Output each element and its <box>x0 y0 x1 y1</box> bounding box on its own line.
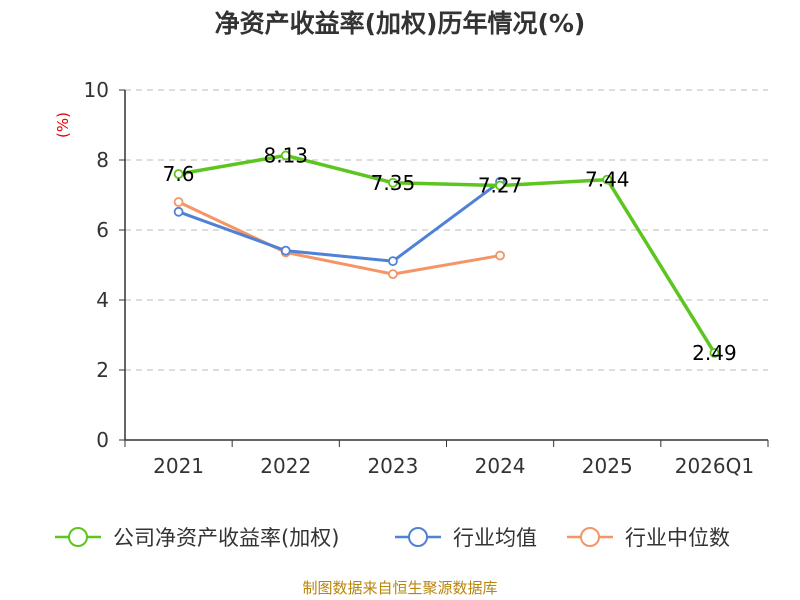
series-line <box>178 153 716 354</box>
legend: 公司净资产收益率(加权) 行业均值 行业中位数 <box>55 526 730 550</box>
data-label: 8.13 <box>263 143 308 167</box>
x-tick-label: 2024 <box>475 454 526 478</box>
legend-label: 行业均值 <box>453 526 537 550</box>
x-tick-label: 2021 <box>153 454 204 478</box>
axes: 0 2 4 6 8 10 2021 2022 2023 2024 2025 2026Q1 <box>84 78 769 478</box>
legend-label: 行业中位数 <box>625 526 730 550</box>
data-point <box>495 180 505 191</box>
data-point <box>280 150 291 161</box>
x-tick-label: 2023 <box>367 454 418 478</box>
legend-marker <box>580 527 600 547</box>
y-tick-label: 4 <box>96 288 109 312</box>
y-tick-label: 6 <box>96 218 109 242</box>
data-label: 7.6 <box>163 162 195 186</box>
y-tick-label: 0 <box>96 428 109 452</box>
y-tick-label: 8 <box>96 148 109 172</box>
chart-title: 净资产收益率(加权)历年情况(%) <box>215 9 586 38</box>
legend-marker <box>408 527 428 547</box>
data-point <box>173 197 184 207</box>
data-label: 7.35 <box>371 171 416 195</box>
data-label: 2.49 <box>692 341 737 365</box>
legend-marker <box>68 527 88 547</box>
source-note: 制图数据来自恒生聚源数据库 <box>302 579 497 597</box>
data-point <box>173 206 184 217</box>
x-tick-label: 2026Q1 <box>675 454 754 478</box>
data-point <box>388 177 398 188</box>
data-label: 7.44 <box>585 168 630 192</box>
legend-label: 公司净资产收益率(加权) <box>113 526 339 550</box>
y-tick-label: 10 <box>84 78 109 102</box>
data-point <box>280 245 291 256</box>
data-point <box>709 347 720 358</box>
data-point <box>495 250 505 261</box>
series-line <box>177 200 501 276</box>
y-tick-label: 2 <box>96 358 109 382</box>
y-axis-title: (%) <box>54 112 72 138</box>
x-tick-label: 2022 <box>260 454 311 478</box>
data-point <box>388 256 398 267</box>
series-line <box>178 180 501 263</box>
x-tick-label: 2025 <box>582 454 633 478</box>
data-point <box>173 169 184 179</box>
data-point <box>602 174 613 185</box>
data-label: 7.27 <box>478 174 523 198</box>
series-lines <box>173 150 720 358</box>
grid-lines <box>125 89 768 371</box>
data-labels: 7.6 8.13 7.35 7.27 7.44 2.49 <box>163 143 737 364</box>
data-point <box>388 269 398 280</box>
